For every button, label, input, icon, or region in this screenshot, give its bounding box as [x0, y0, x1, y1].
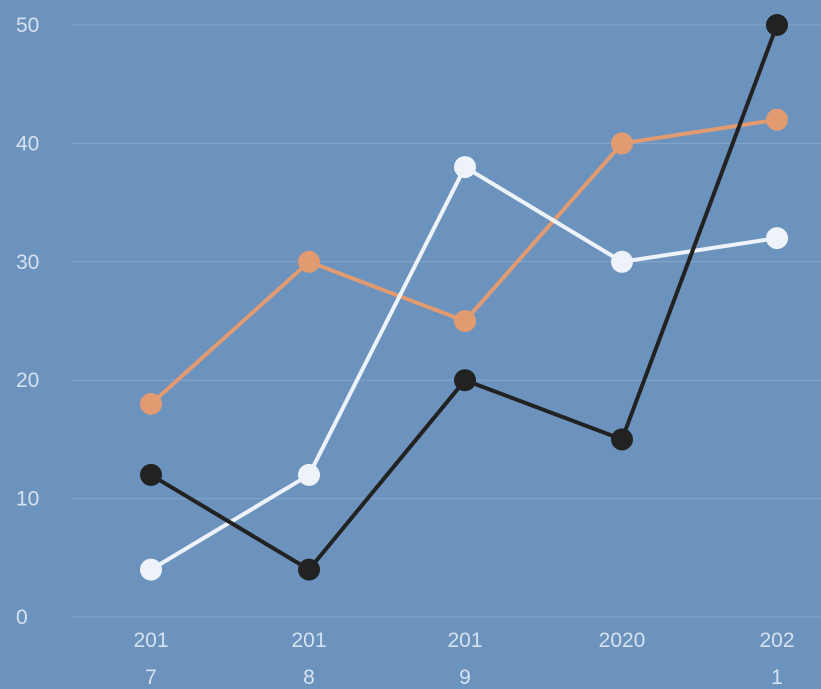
- data-point: [611, 132, 633, 155]
- x-tick-label: 2020: [599, 629, 646, 652]
- x-axis-tick-labels: 201 7 201 8 201 9 2020 202 1: [133, 629, 794, 689]
- data-point: [611, 250, 633, 273]
- data-point: [298, 463, 320, 486]
- x-tick-label: 201 9: [447, 629, 482, 689]
- x-tick-label: 201 7: [133, 629, 168, 689]
- data-point: [766, 227, 788, 250]
- data-point: [298, 558, 320, 581]
- grid-lines: [72, 24, 821, 618]
- data-point: [766, 14, 788, 36]
- y-tick-label: 20: [16, 369, 39, 392]
- series-3: [140, 14, 788, 581]
- series-2: [140, 156, 788, 581]
- data-point: [454, 156, 476, 179]
- x-tick-label: 202 1: [759, 629, 794, 689]
- y-tick-label: 30: [16, 251, 39, 274]
- y-axis-tick-labels: 0 10 20 30 40 50: [16, 14, 39, 629]
- data-point: [766, 108, 788, 131]
- series-group: [140, 14, 788, 581]
- data-point: [298, 250, 320, 273]
- data-point: [140, 463, 162, 486]
- x-tick-label: 201 8: [291, 629, 326, 689]
- y-tick-label: 10: [16, 488, 39, 511]
- data-point: [611, 428, 633, 451]
- data-point: [454, 369, 476, 392]
- series-line: [149, 165, 778, 572]
- series-line: [149, 24, 779, 572]
- data-point: [140, 558, 162, 581]
- y-tick-label: 40: [16, 132, 39, 155]
- y-tick-label: 50: [16, 14, 39, 37]
- y-tick-label: 0: [16, 606, 28, 629]
- data-point: [140, 392, 162, 415]
- data-point: [454, 310, 476, 332]
- series-1: [140, 108, 788, 415]
